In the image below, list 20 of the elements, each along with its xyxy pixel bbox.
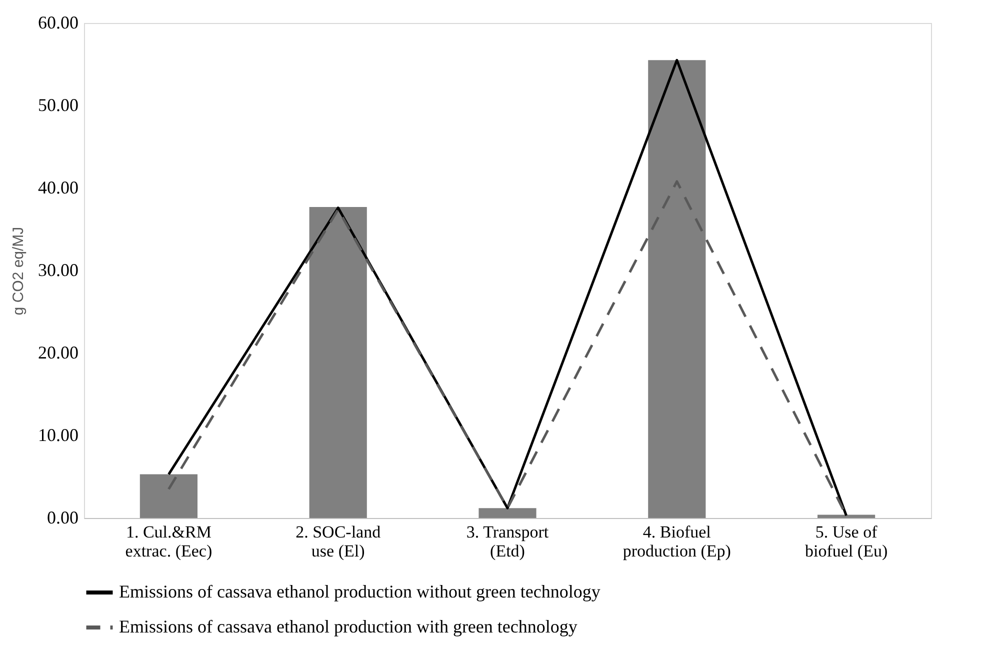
bar xyxy=(140,474,198,518)
x-tick-label: 4. Biofuel production (Ep) xyxy=(622,522,731,560)
bar xyxy=(818,514,876,518)
y-tick-label: 10.00 xyxy=(38,425,78,445)
y-tick-label: 40.00 xyxy=(38,178,78,198)
x-tick-label: 1. Cul.&RM extrac. (Eec) xyxy=(125,522,212,560)
x-tick-label: 2. SOC-land use (El) xyxy=(296,522,382,560)
x-tick-label: 5. Use of biofuel (Eu) xyxy=(804,522,888,560)
y-tick-label: 0.00 xyxy=(47,508,78,528)
legend-label: Emissions of cassava ethanol production without green technology xyxy=(119,582,600,602)
legend-label: Emissions of cassava ethanol production with green technology xyxy=(119,616,578,636)
bar xyxy=(478,508,536,518)
y-tick-label: 20.00 xyxy=(38,342,78,362)
y-tick-label: 60.00 xyxy=(38,12,78,32)
y-tick-label: 30.00 xyxy=(38,260,78,280)
x-tick-label: 3. Transport (Etd) xyxy=(466,522,549,560)
bar xyxy=(309,206,367,518)
y-tick-label: 50.00 xyxy=(38,95,78,115)
y-axis-title: g CO2 eq/MJ xyxy=(10,226,27,316)
bar xyxy=(648,60,706,518)
